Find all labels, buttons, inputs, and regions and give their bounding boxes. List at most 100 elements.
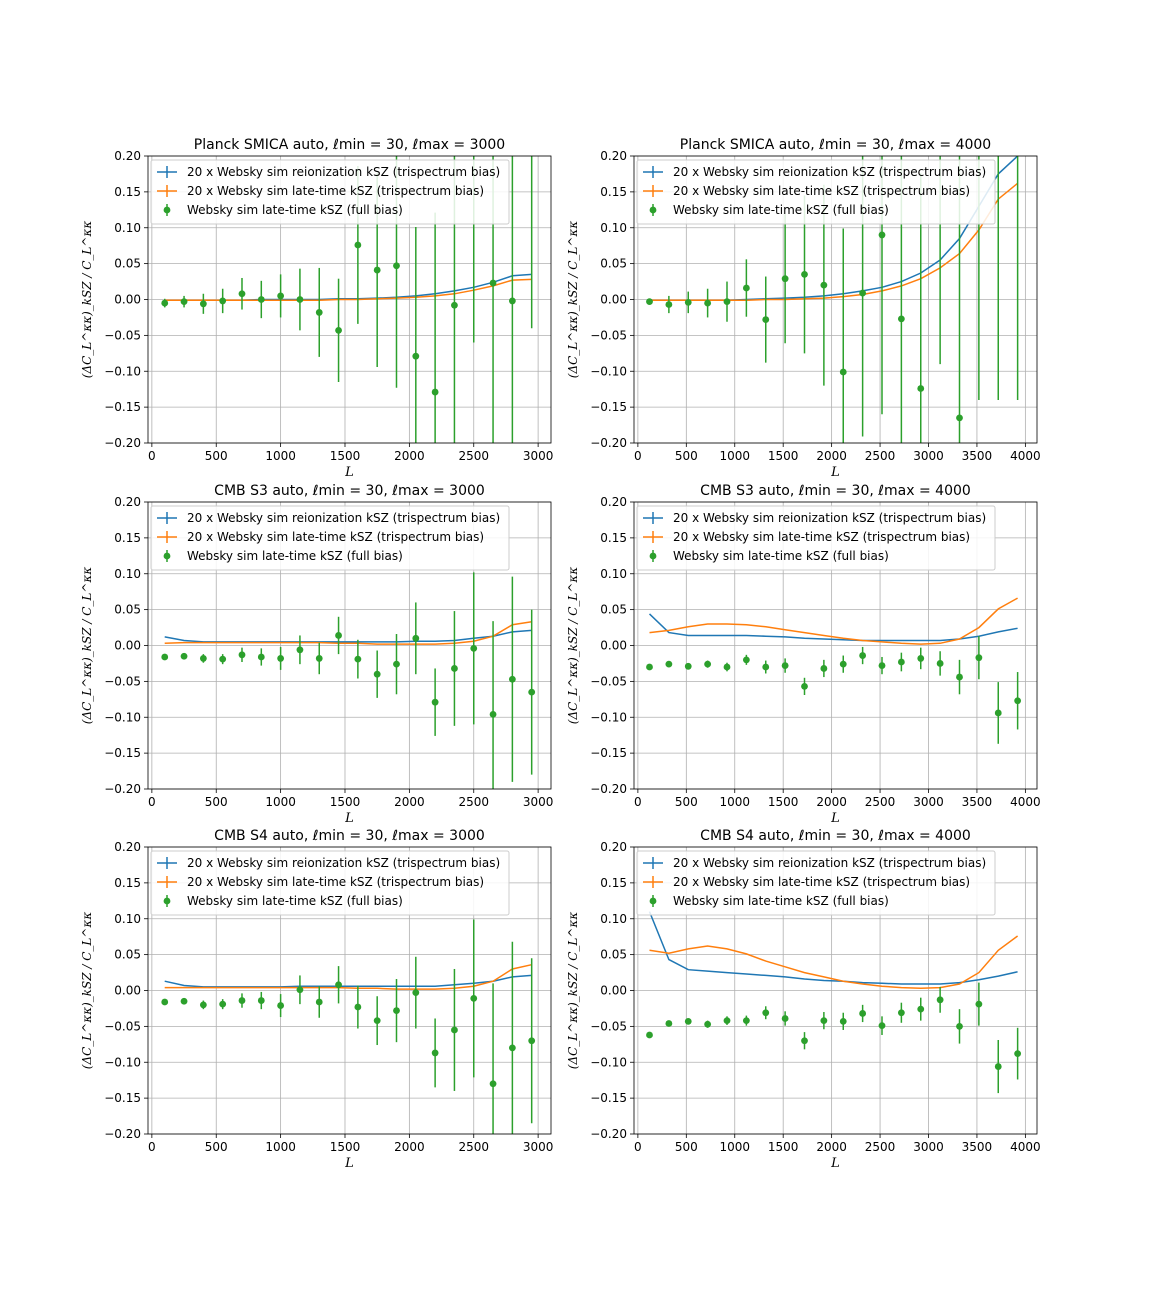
legend-label: 20 x Websky sim reionization kSZ (trispe…	[673, 856, 986, 870]
data-point	[859, 1010, 867, 1017]
data-point	[373, 1017, 381, 1025]
data-point	[801, 1037, 808, 1045]
x-tick-label: 1500	[330, 1140, 361, 1154]
y-tick-label: −0.05	[590, 328, 627, 342]
y-tick-label: −0.05	[104, 674, 141, 688]
y-tick-label: 0.10	[114, 221, 141, 235]
panel-title: CMB S3 auto, ℓmin = 30, ℓmax = 4000	[700, 483, 971, 499]
data-point	[781, 1015, 789, 1022]
legend-label: 20 x Websky sim late-time kSZ (trispectr…	[673, 875, 970, 889]
legend-label: Websky sim late-time kSZ (full bias)	[187, 894, 403, 908]
panel-title-main: Planck SMICA auto,	[194, 137, 333, 153]
y-tick-label: 0.10	[600, 912, 627, 926]
panel-title-main: CMB S3 auto,	[214, 483, 313, 499]
late-time-line	[649, 182, 1019, 301]
data-point	[412, 634, 420, 642]
legend-label: 20 x Websky sim late-time kSZ (trispectr…	[673, 530, 970, 544]
data-point	[839, 660, 847, 668]
x-tick-label: 1500	[768, 795, 799, 809]
panel-title-main: Planck SMICA auto,	[680, 137, 819, 153]
legend-label: 20 x Websky sim reionization kSZ (trispe…	[187, 165, 500, 179]
data-point	[917, 385, 925, 392]
legend-marker-swatch	[163, 552, 171, 560]
x-tick-label: 3000	[523, 449, 554, 463]
data-point	[489, 279, 497, 287]
legend-label: Websky sim late-time kSZ (full bias)	[187, 549, 403, 563]
data-point	[646, 298, 653, 306]
legend-label: Websky sim late-time kSZ (full bias)	[673, 549, 889, 563]
legend-marker-swatch	[163, 206, 171, 214]
data-point	[781, 275, 789, 283]
y-tick-label: −0.20	[590, 782, 627, 796]
x-tick-label: 2500	[458, 1140, 489, 1154]
legend-label: 20 x Websky sim late-time kSZ (trispectr…	[187, 875, 484, 889]
data-point	[820, 665, 828, 672]
y-tick-label: 0.10	[114, 567, 141, 581]
data-point	[897, 315, 905, 323]
data-point	[354, 1003, 362, 1011]
chart-panel-2: 0 500 1000 1500 2000 2500 3000 3500 4000 −0.20 −0.…	[566, 110, 1041, 480]
panel-title-math: ℓmin = 30, ℓmax = 4000	[798, 483, 971, 499]
data-point	[161, 299, 169, 307]
y-tick-label: 0.00	[114, 984, 141, 998]
data-point	[742, 656, 750, 664]
x-tick-label: 0	[634, 1140, 642, 1154]
y-axis-label: (ΔC_L^κκ)_kSZ / C_L^κκ	[566, 221, 580, 379]
data-point	[684, 662, 692, 670]
data-point	[296, 296, 304, 303]
data-point	[508, 1044, 516, 1052]
panel-title: Planck SMICA auto, ℓmin = 30, ℓmax = 400…	[680, 137, 991, 153]
plot-area	[646, 597, 1022, 744]
data-point	[723, 298, 731, 306]
legend-box	[150, 505, 510, 571]
y-tick-label: 0.10	[114, 912, 141, 926]
x-tick-label: 2500	[865, 1140, 896, 1154]
data-point	[994, 1063, 1002, 1070]
chart-panel-3: 0 500 1000 1500 2000 2500 3000 −0.20 −0.15 −0.10 −…	[80, 483, 553, 826]
data-point	[878, 1022, 886, 1030]
data-point	[180, 298, 188, 306]
x-tick-label: 1000	[719, 795, 750, 809]
panel-title-math: ℓmin = 30, ℓmax = 3000	[332, 137, 505, 153]
y-tick-label: 0.20	[600, 495, 627, 509]
data-point	[762, 316, 770, 323]
y-tick-label: 0.00	[114, 293, 141, 307]
data-point	[315, 309, 323, 316]
data-point	[257, 296, 265, 303]
data-point	[354, 655, 362, 663]
x-tick-label: 1000	[719, 1140, 750, 1154]
y-tick-label: 0.00	[600, 639, 627, 653]
panel-title: CMB S3 auto, ℓmin = 30, ℓmax = 3000	[214, 483, 485, 499]
y-tick-label: 0.15	[114, 531, 141, 545]
data-point	[354, 241, 362, 249]
data-point	[180, 652, 188, 660]
data-point	[238, 290, 246, 298]
data-point	[917, 1005, 925, 1013]
x-tick-label: 1500	[768, 449, 799, 463]
x-tick-label: 2500	[458, 449, 489, 463]
data-point	[412, 989, 420, 997]
data-point	[917, 655, 925, 662]
y-tick-label: −0.10	[590, 364, 627, 378]
y-tick-label: −0.10	[590, 1055, 627, 1069]
legend-box	[150, 850, 510, 916]
late-time-line	[164, 621, 532, 645]
legend-label: 20 x Websky sim late-time kSZ (trispectr…	[673, 184, 970, 198]
data-point	[937, 110, 944, 117]
data-point	[994, 709, 1002, 717]
data-point	[839, 368, 847, 376]
data-point	[277, 292, 285, 300]
y-tick-label: −0.10	[590, 710, 627, 724]
x-tick-label: 0	[148, 1140, 156, 1154]
y-tick-label: 0.05	[600, 257, 627, 271]
data-point	[820, 1017, 828, 1025]
late-time-line	[649, 935, 1019, 990]
data-point	[508, 675, 516, 683]
y-tick-label: −0.15	[104, 400, 141, 414]
y-tick-label: 0.00	[600, 984, 627, 998]
x-tick-label: 3000	[523, 1140, 554, 1154]
x-tick-label: 2500	[458, 795, 489, 809]
x-tick-label: 1000	[265, 795, 296, 809]
x-tick-label: 3500	[962, 795, 993, 809]
data-point	[859, 652, 867, 659]
